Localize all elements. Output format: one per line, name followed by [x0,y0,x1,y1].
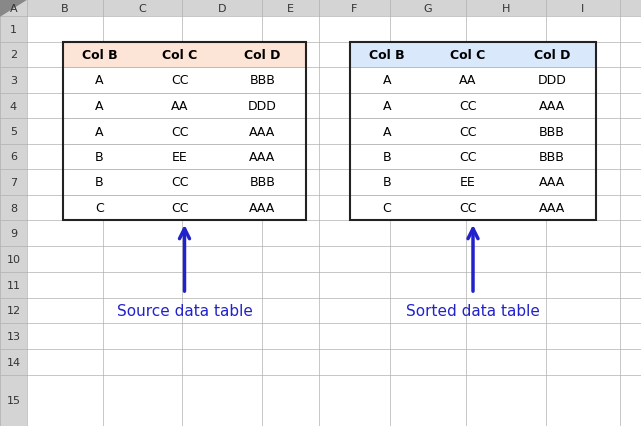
Text: Col C: Col C [451,49,486,62]
Text: AAA: AAA [538,176,565,189]
Text: Col D: Col D [244,49,281,62]
Text: BBB: BBB [249,176,275,189]
Text: A: A [10,3,17,14]
Bar [350,145,596,170]
Text: AAA: AAA [538,100,565,113]
Text: B: B [95,151,104,164]
Text: C: C [138,3,146,14]
Bar [63,43,306,221]
Text: Sorted data table: Sorted data table [406,303,540,318]
Text: B: B [95,176,104,189]
Text: BBB: BBB [539,125,565,138]
Text: F: F [351,3,358,14]
Text: 8: 8 [10,203,17,213]
Text: A: A [96,74,104,87]
Text: 7: 7 [10,178,17,187]
Text: 11: 11 [6,280,21,290]
Text: CC: CC [171,201,188,215]
Text: Col C: Col C [162,49,197,62]
Bar [350,119,596,145]
Text: CC: CC [460,201,477,215]
Bar [350,68,596,94]
Bar [63,119,306,145]
Text: A: A [96,100,104,113]
Text: CC: CC [460,125,477,138]
Text: CC: CC [171,74,188,87]
Bar [350,43,596,221]
Text: G: G [424,3,432,14]
Text: D: D [218,3,226,14]
Text: AA: AA [460,74,477,87]
Bar [63,170,306,196]
Text: CC: CC [171,125,188,138]
Text: AAA: AAA [249,151,276,164]
Text: CC: CC [460,151,477,164]
Text: E: E [287,3,294,14]
Text: C: C [383,201,391,215]
Text: A: A [96,125,104,138]
Text: AA: AA [171,100,188,113]
Text: 13: 13 [6,331,21,341]
Text: 4: 4 [10,101,17,111]
Text: DDD: DDD [537,74,566,87]
Text: BBB: BBB [539,151,565,164]
Text: 3: 3 [10,76,17,86]
Text: CC: CC [460,100,477,113]
Text: Source data table: Source data table [117,303,253,318]
Bar [63,68,306,94]
Text: EE: EE [460,176,476,189]
Text: 1: 1 [10,25,17,35]
Bar [63,43,306,68]
Text: BBB: BBB [249,74,275,87]
Text: 12: 12 [6,306,21,316]
Text: 6: 6 [10,152,17,162]
Text: A: A [383,100,391,113]
Bar [350,94,596,119]
Text: B: B [383,176,391,189]
Bar [0,0,27,426]
Text: B: B [61,3,69,14]
Text: CC: CC [171,176,188,189]
Polygon shape [0,0,27,17]
Bar [63,94,306,119]
Text: DDD: DDD [248,100,277,113]
Text: 10: 10 [6,254,21,265]
Text: Col B: Col B [369,49,404,62]
Text: A: A [383,125,391,138]
Text: H: H [502,3,510,14]
Text: 9: 9 [10,228,17,239]
Text: Col B: Col B [81,49,117,62]
Text: EE: EE [172,151,188,164]
Text: B: B [383,151,391,164]
Bar [63,145,306,170]
Text: 15: 15 [6,396,21,406]
Bar [350,43,596,68]
Bar [350,196,596,221]
Text: 5: 5 [10,127,17,137]
Text: AAA: AAA [538,201,565,215]
Bar [63,196,306,221]
Text: Col D: Col D [533,49,570,62]
Text: I: I [581,3,585,14]
Text: 14: 14 [6,357,21,367]
Text: AAA: AAA [249,125,276,138]
Text: AAA: AAA [249,201,276,215]
Text: 2: 2 [10,50,17,60]
Bar [0,0,641,17]
Bar [350,170,596,196]
Text: C: C [95,201,104,215]
Text: A: A [383,74,391,87]
